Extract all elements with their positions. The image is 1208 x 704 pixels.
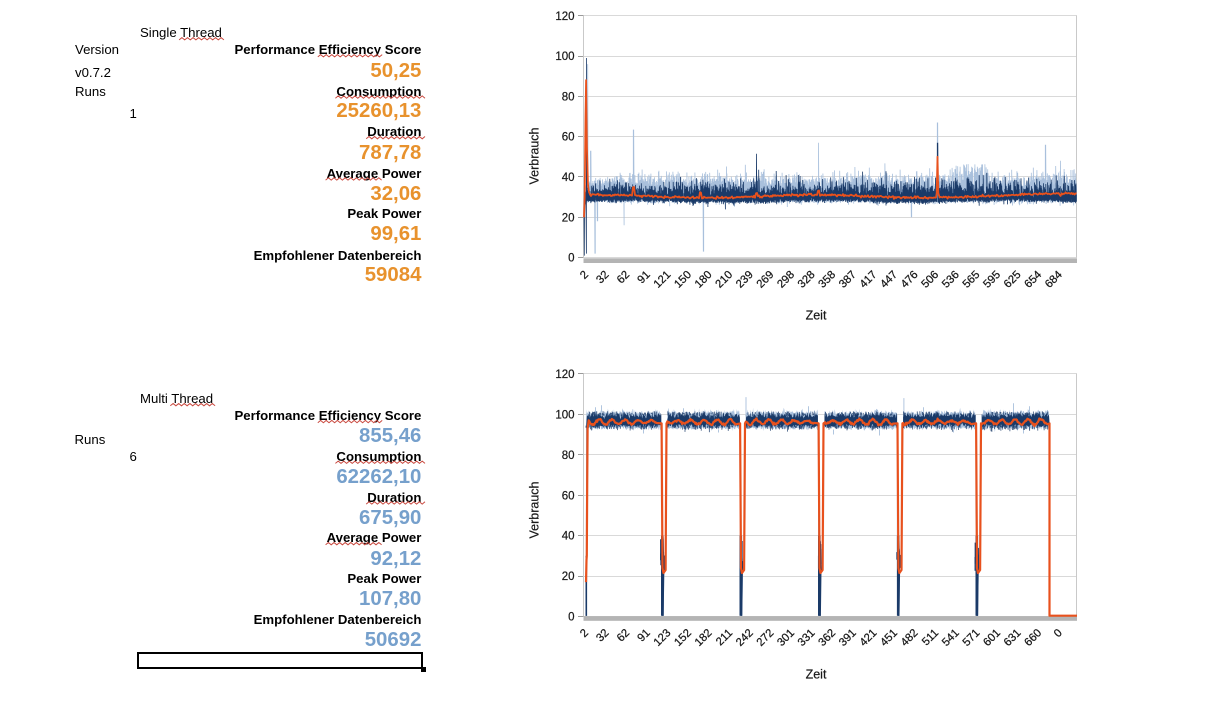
svg-text:595: 595 xyxy=(981,269,1003,291)
svg-text:120: 120 xyxy=(555,369,574,381)
svg-text:362: 362 xyxy=(816,627,838,649)
svg-text:0: 0 xyxy=(568,612,574,624)
svg-text:358: 358 xyxy=(816,269,838,291)
svg-text:421: 421 xyxy=(858,627,880,649)
svg-text:301: 301 xyxy=(775,627,797,649)
svg-text:565: 565 xyxy=(961,269,983,291)
svg-text:62: 62 xyxy=(615,627,632,644)
svg-text:Verbrauch: Verbrauch xyxy=(527,127,541,184)
svg-text:684: 684 xyxy=(1043,269,1065,291)
svg-text:20: 20 xyxy=(562,212,575,224)
svg-text:601: 601 xyxy=(981,627,1003,649)
svg-text:60: 60 xyxy=(562,132,575,144)
svg-text:0: 0 xyxy=(568,253,574,265)
svg-text:120: 120 xyxy=(555,11,574,23)
svg-text:625: 625 xyxy=(1002,269,1024,291)
svg-text:541: 541 xyxy=(940,627,962,649)
svg-text:182: 182 xyxy=(693,627,715,649)
svg-text:60: 60 xyxy=(562,490,575,502)
svg-text:210: 210 xyxy=(713,269,735,291)
svg-text:100: 100 xyxy=(555,51,574,63)
svg-text:447: 447 xyxy=(878,269,900,291)
svg-text:476: 476 xyxy=(899,269,921,291)
svg-text:391: 391 xyxy=(837,627,859,649)
svg-text:91: 91 xyxy=(635,627,652,644)
svg-text:571: 571 xyxy=(961,627,983,649)
svg-text:272: 272 xyxy=(755,627,777,649)
svg-text:331: 331 xyxy=(796,627,818,649)
svg-text:328: 328 xyxy=(796,269,818,291)
svg-text:269: 269 xyxy=(755,269,777,291)
svg-text:80: 80 xyxy=(562,450,575,462)
svg-text:123: 123 xyxy=(652,627,674,649)
svg-text:Zeit: Zeit xyxy=(806,309,827,323)
svg-text:387: 387 xyxy=(837,269,859,291)
svg-text:40: 40 xyxy=(562,531,575,543)
svg-text:121: 121 xyxy=(652,269,674,291)
svg-text:417: 417 xyxy=(858,269,880,291)
svg-text:150: 150 xyxy=(672,269,694,291)
svg-text:100: 100 xyxy=(555,409,574,421)
svg-text:20: 20 xyxy=(562,571,575,583)
svg-text:Zeit: Zeit xyxy=(806,668,827,682)
svg-text:239: 239 xyxy=(734,269,756,291)
svg-text:506: 506 xyxy=(919,269,941,291)
svg-text:152: 152 xyxy=(672,627,694,649)
svg-text:211: 211 xyxy=(714,627,735,648)
svg-text:511: 511 xyxy=(920,627,941,648)
svg-text:242: 242 xyxy=(734,627,756,649)
svg-text:32: 32 xyxy=(594,269,611,286)
svg-text:660: 660 xyxy=(1022,627,1044,649)
svg-text:0: 0 xyxy=(1052,627,1065,640)
svg-text:91: 91 xyxy=(635,269,652,286)
svg-text:631: 631 xyxy=(1002,627,1024,649)
svg-text:451: 451 xyxy=(878,627,900,649)
svg-text:Verbrauch: Verbrauch xyxy=(527,481,541,538)
svg-text:80: 80 xyxy=(562,91,575,103)
svg-text:180: 180 xyxy=(693,269,715,291)
svg-text:298: 298 xyxy=(775,269,797,291)
svg-text:2: 2 xyxy=(578,627,591,640)
svg-text:40: 40 xyxy=(562,172,575,184)
svg-text:654: 654 xyxy=(1022,269,1044,291)
svg-text:536: 536 xyxy=(940,269,962,291)
svg-text:482: 482 xyxy=(899,627,921,649)
svg-text:32: 32 xyxy=(594,627,611,644)
svg-text:2: 2 xyxy=(578,269,591,282)
svg-text:62: 62 xyxy=(615,269,632,286)
